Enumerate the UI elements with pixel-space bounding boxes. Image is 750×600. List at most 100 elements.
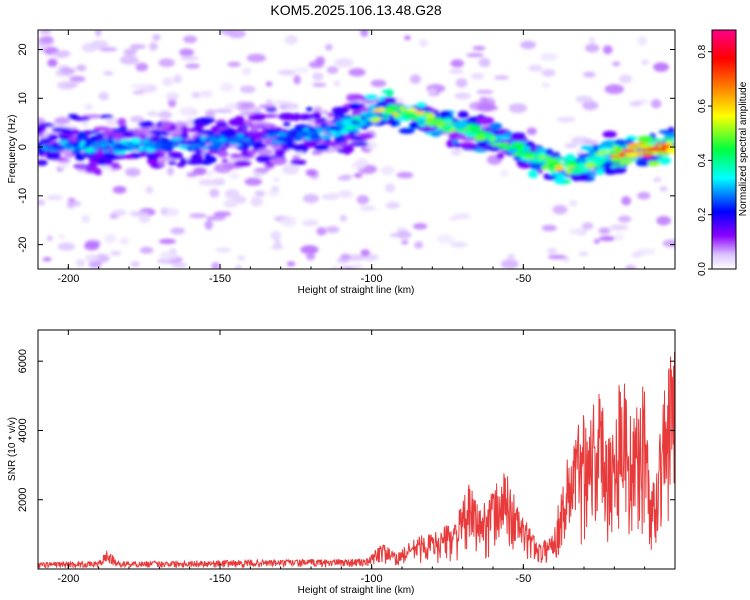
heatmap-cell — [658, 156, 672, 165]
heatmap-cell — [139, 246, 154, 254]
heatmap-peak — [372, 108, 383, 113]
heatmap-peak — [660, 144, 671, 149]
heatmap-cell — [284, 34, 298, 45]
heatmap-cell — [653, 62, 669, 72]
heatmap-cell — [75, 259, 86, 267]
heatmap-cell — [477, 140, 488, 147]
heatmap-cell — [228, 118, 245, 127]
heatmap-cell — [62, 128, 73, 134]
heatmap-cell — [470, 72, 485, 80]
heatmap-cell — [512, 143, 524, 149]
heatmap-cell — [277, 69, 296, 76]
heatmap-cell — [104, 233, 117, 244]
heatmap-cell — [351, 263, 364, 269]
heatmap-cell — [385, 105, 397, 111]
heatmap-cell — [58, 140, 68, 144]
heatmap-cell — [261, 134, 268, 140]
heatmap-cell — [130, 83, 150, 89]
heatmap-cell — [497, 143, 508, 149]
heatmap-cell — [360, 30, 369, 38]
heatmap-cell — [385, 201, 400, 209]
heatmap-cell — [309, 135, 317, 139]
heatmap-cell — [213, 211, 232, 217]
heatmap-cell — [278, 112, 296, 121]
heatmap-cell — [191, 91, 201, 99]
heatmap-cell — [65, 143, 71, 151]
heatmap-cell — [510, 134, 526, 142]
heatmap-cell — [173, 74, 182, 84]
heatmap-cell — [294, 67, 310, 73]
heatmap-cell — [508, 103, 527, 113]
heatmap-cell — [541, 82, 551, 88]
heatmap-cell — [266, 134, 276, 139]
heatmap-cell — [130, 261, 140, 268]
heatmap-cell — [38, 122, 55, 128]
heatmap-cell — [234, 195, 247, 204]
heatmap-cell — [604, 84, 625, 95]
heatmap-cell — [189, 212, 207, 219]
heatmap-cell — [265, 99, 273, 105]
heatmap-cell — [615, 145, 623, 152]
heatmap-cell — [297, 113, 313, 121]
heatmap-cell — [267, 190, 280, 197]
heatmap-cell — [493, 135, 511, 140]
heatmap-cell — [75, 134, 89, 141]
heatmap-cell — [663, 133, 675, 139]
heatmap-peak — [415, 110, 426, 115]
heatmap-cell — [343, 134, 352, 141]
heatmap-cell — [112, 209, 127, 216]
y-tick-label: 4000 — [17, 418, 29, 442]
heatmap-cell — [185, 118, 195, 127]
heatmap-cell — [382, 110, 389, 116]
heatmap-cell — [321, 134, 332, 140]
heatmap-cell — [662, 239, 675, 248]
heatmap-cell — [446, 124, 454, 128]
heatmap-cell — [540, 155, 548, 159]
heatmap-cell — [229, 153, 243, 159]
heatmap-cell — [270, 230, 282, 240]
heatmap-cell — [507, 147, 519, 154]
heatmap-cell — [160, 137, 169, 142]
heatmap-cell — [117, 117, 127, 127]
heatmap-cell — [46, 236, 53, 241]
heatmap-cell — [158, 58, 175, 68]
heatmap-cell — [454, 142, 461, 149]
heatmap-cell — [531, 158, 545, 163]
heatmap-cell — [215, 247, 232, 253]
heatmap-cell — [125, 167, 141, 177]
heatmap-cell — [583, 71, 596, 78]
heatmap-cell — [583, 140, 599, 145]
heatmap-cell — [255, 154, 273, 163]
heatmap-cell — [254, 168, 270, 173]
heatmap-peak — [554, 165, 565, 170]
heatmap-cell — [239, 85, 256, 94]
heatmap-cell — [228, 137, 241, 142]
heatmap-cell — [126, 142, 134, 147]
heatmap-cell — [90, 40, 109, 49]
heatmap-cell — [541, 224, 557, 232]
heatmap-cell — [132, 90, 145, 95]
heatmap-cell — [84, 241, 100, 251]
heatmap-cell — [334, 123, 344, 128]
x-tick-label: -100 — [361, 273, 383, 285]
heatmap-cell — [259, 104, 276, 109]
heatmap-cell — [205, 109, 216, 119]
heatmap-cell — [568, 200, 578, 207]
heatmap-cell — [667, 126, 675, 133]
x-tick-label: -200 — [57, 273, 79, 285]
heatmap-cell — [617, 215, 632, 223]
heatmap-cell — [158, 110, 173, 120]
heatmap-cell — [198, 179, 217, 186]
heatmap-cell — [274, 238, 281, 247]
heatmap-cell — [380, 165, 395, 176]
heatmap-cell — [650, 99, 662, 109]
heatmap-cell — [300, 131, 310, 136]
colorbar-label: Normalized spectral amplitude — [738, 81, 749, 216]
heatmap-cell — [500, 259, 519, 269]
heatmap-cell — [306, 252, 316, 261]
heatmap-cell — [478, 57, 491, 68]
snr-frame — [37, 329, 676, 570]
heatmap-cell — [597, 150, 606, 157]
heatmap-cell — [159, 251, 179, 261]
heatmap-cell — [556, 116, 576, 123]
